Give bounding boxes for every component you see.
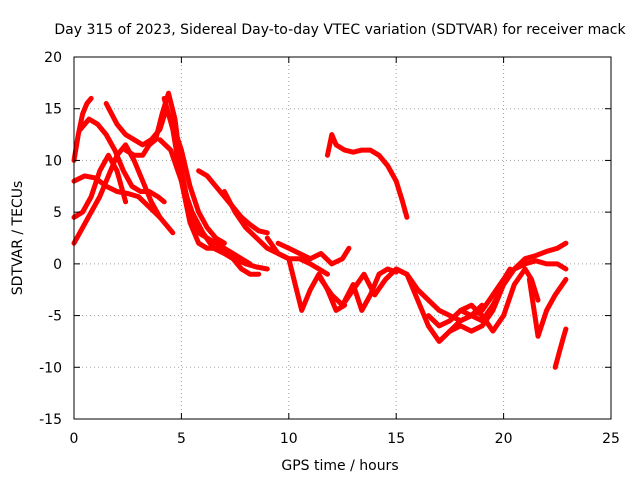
series-line-track-13	[275, 240, 352, 267]
y-tick-label: 0	[53, 257, 62, 273]
y-tick-label: -15	[39, 412, 62, 428]
x-tick-labels: 0 5 10 15 20 25	[70, 431, 620, 447]
y-tick-label: 10	[44, 153, 62, 169]
x-tick-label: 0	[70, 431, 79, 447]
x-tick-label: 25	[602, 431, 620, 447]
grid-lines	[74, 57, 611, 419]
x-axis-label: GPS time / hours	[281, 458, 398, 474]
series-line-track-9	[157, 137, 270, 272]
series-line-track-12	[264, 235, 348, 313]
axis-ticks	[73, 56, 612, 420]
x-tick-label: 15	[387, 431, 405, 447]
series-line-track-16	[340, 266, 399, 313]
series-line-track-2	[77, 116, 167, 205]
series-line-track-10	[196, 168, 270, 236]
y-axis-label: SDTVAR / TECUs	[10, 181, 26, 296]
series-line-track-4	[71, 152, 129, 220]
series-line-track-20	[458, 266, 541, 334]
y-tick-label: 5	[53, 205, 62, 221]
series-line-track-14	[325, 132, 410, 220]
series-line-track-5	[71, 142, 176, 246]
series-line-track-21	[490, 240, 569, 298]
x-tick-label: 10	[280, 431, 298, 447]
y-tick-label: -10	[39, 360, 62, 376]
series-line-track-23	[552, 326, 569, 370]
y-tick-label: -5	[48, 309, 62, 325]
y-tick-label: 15	[44, 102, 62, 118]
chart-title: Day 315 of 2023, Sidereal Day-to-day VTE…	[54, 22, 626, 38]
series-line-track-22	[526, 276, 569, 339]
plot-frame	[73, 56, 612, 420]
y-tick-labels: -15 -10 -5 0 5 10 15 20	[39, 50, 62, 428]
series-line-track-1	[71, 95, 94, 163]
x-tick-label: 20	[495, 431, 513, 447]
x-tick-label: 5	[177, 431, 186, 447]
series-group	[71, 90, 569, 370]
y-tick-label: 20	[44, 50, 62, 66]
series-line-track-3	[71, 173, 163, 220]
